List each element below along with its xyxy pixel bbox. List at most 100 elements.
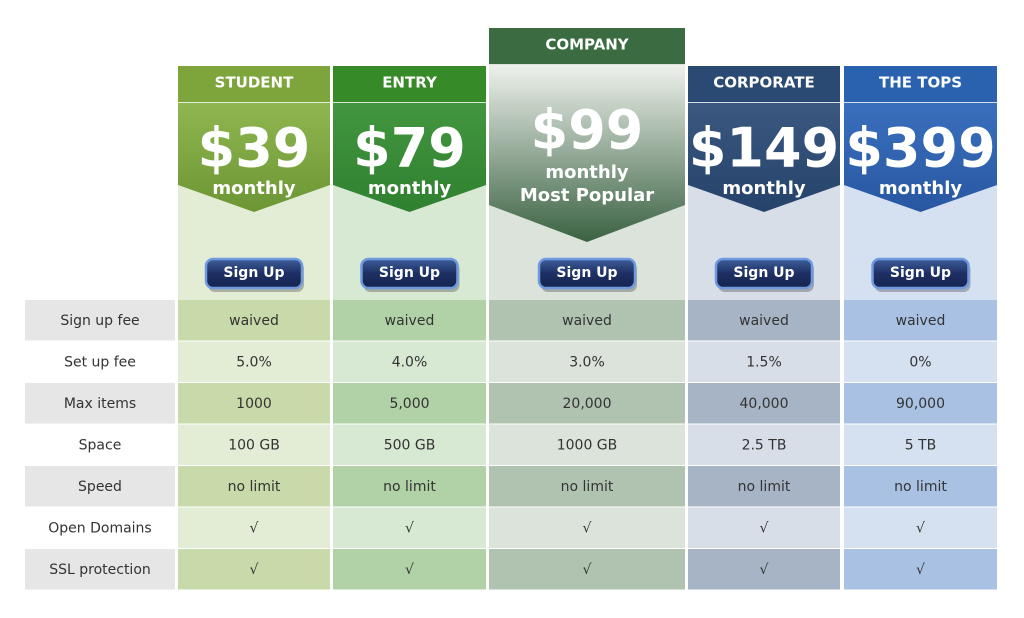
feature-cell [844,424,997,465]
feature-cell [333,466,486,507]
feature-cell [489,466,685,507]
feature-label: Open Domains [48,520,151,536]
feature-cell [844,466,997,507]
price-banner [333,103,486,212]
feature-value: 500 GB [384,437,436,453]
feature-value: 90,000 [896,396,945,412]
feature-label: Set up fee [64,354,136,370]
feature-cell [489,507,685,548]
price-banner [688,103,840,212]
feature-cell [178,549,330,590]
feature-cell [688,383,840,424]
badge: Most Popular [520,185,654,206]
price: $149 [689,117,839,180]
plan-header [178,66,330,102]
button-body [714,257,814,290]
feature-cell [178,507,330,548]
feature-cell [489,300,685,341]
feature-label: Space [79,437,122,453]
button-body [537,257,637,290]
feature-label: Speed [78,479,122,495]
price-banner [178,103,330,212]
feature-cell [333,300,486,341]
price: $79 [353,117,466,180]
feature-value: 1.5% [746,354,782,370]
feature-value: no limit [228,479,281,495]
feature-label-cell [25,466,175,507]
feature-label-cell [25,300,175,341]
feature-cell [333,549,486,590]
feature-cell [688,549,840,590]
sign-up-button[interactable]: Sign Up [537,257,637,292]
period: monthly [212,178,296,199]
feature-cell [688,507,840,548]
feature-value: √ [405,520,414,536]
feature-label-cell [25,383,175,424]
feature-value: √ [405,562,414,578]
feature-cell [489,549,685,590]
feature-label-cell [25,549,175,590]
feature-value: 5,000 [389,396,429,412]
feature-cell [844,383,997,424]
plan-name: THE TOPS [879,74,962,92]
price: $99 [531,99,644,162]
feature-cell [178,466,330,507]
button-body [204,257,304,290]
button-body [360,257,459,290]
feature-label-cell [25,341,175,382]
feature-value: 20,000 [563,396,612,412]
button-label: Sign Up [379,265,440,281]
feature-value: waived [385,313,435,329]
sign-up-button[interactable]: Sign Up [871,257,971,292]
feature-cell [688,341,840,382]
plan-header [489,28,685,64]
feature-value: 40,000 [740,396,789,412]
plan-header [333,66,486,102]
feature-label-cell [25,507,175,548]
feature-value: √ [916,562,925,578]
price: $39 [198,117,311,180]
period: monthly [722,178,806,199]
feature-value: 5.0% [236,354,272,370]
feature-value: no limit [561,479,614,495]
feature-cell [333,424,486,465]
feature-value: 1000 [236,396,272,412]
feature-value: √ [760,562,769,578]
feature-value: no limit [383,479,436,495]
price-banner [489,65,685,242]
feature-value: waived [739,313,789,329]
feature-value: √ [760,520,769,536]
feature-cell [178,300,330,341]
feature-value: 4.0% [392,354,428,370]
sign-up-button[interactable]: Sign Up [714,257,814,292]
feature-value: 2.5 TB [742,437,787,453]
feature-cell [688,424,840,465]
sign-up-button[interactable]: Sign Up [360,257,460,292]
plan-header [844,66,997,102]
plan-name: STUDENT [215,74,294,92]
feature-cell [489,424,685,465]
feature-label-cell [25,424,175,465]
feature-value: 1000 GB [557,437,618,453]
plan-header [688,66,840,102]
feature-cell [333,507,486,548]
feature-cell [333,383,486,424]
feature-cell [178,383,330,424]
feature-value: √ [916,520,925,536]
button-body [871,257,970,290]
feature-label: SSL protection [49,562,151,578]
plan-name: ENTRY [382,74,438,92]
feature-value: 5 TB [905,437,937,453]
feature-value: √ [250,562,259,578]
feature-cell [688,466,840,507]
plan-name: COMPANY [545,36,629,54]
feature-cell [178,341,330,382]
feature-value: 100 GB [228,437,280,453]
feature-value: √ [583,562,592,578]
feature-cell [844,549,997,590]
feature-value: √ [583,520,592,536]
sign-up-button[interactable]: Sign Up [204,257,304,292]
feature-cell [844,507,997,548]
feature-cell [178,424,330,465]
